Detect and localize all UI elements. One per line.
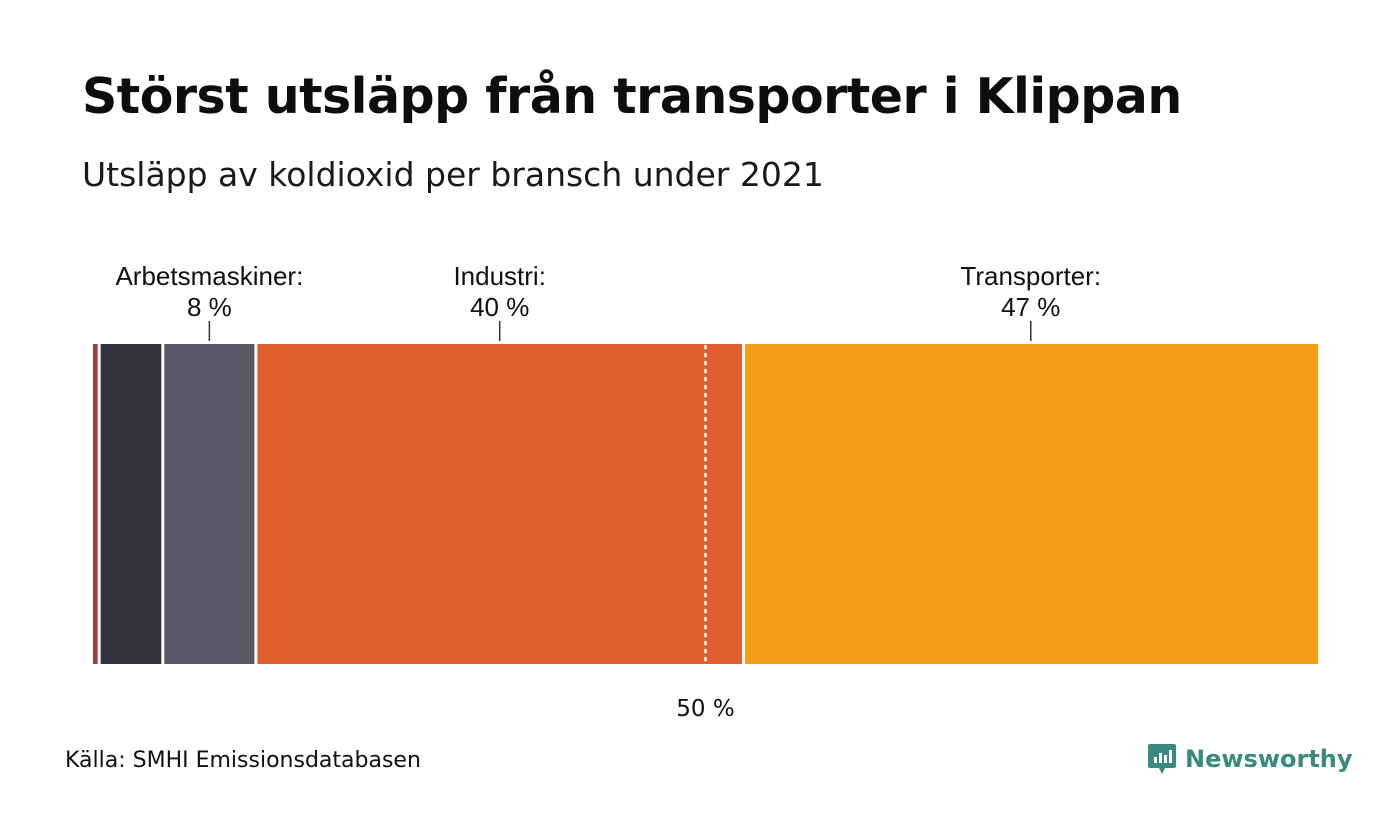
bar-segment-4 [743,344,1318,664]
segment-label-4: Transporter: [960,261,1101,291]
segment-value-label-3: 40 % [470,292,529,322]
segment-label-3: Industri: [453,261,546,291]
segment-label-2: Arbetsmaskiner: [115,261,303,291]
source-note: Källa: SMHI Emissionsdatabasen [65,748,421,773]
chart-title: Störst utsläpp från transporter i Klippa… [82,68,1182,125]
bar-segment-1 [99,344,163,664]
bar-segment-3 [255,344,744,664]
brand-logo: Newsworthy [1147,742,1353,776]
stacked-bar-chart: Arbetsmaskiner:8 % Industri:40 % Transport… [93,261,1318,722]
bar-segment-0 [93,344,100,664]
segment-value-label-2: 8 % [187,292,232,322]
newsworthy-icon [1148,744,1176,774]
chart-subtitle: Utsläpp av koldioxid per bransch under 2… [82,155,824,194]
bar-segment-2 [162,344,256,664]
reference-line-label: 50 % [676,696,734,722]
brand-name: Newsworthy [1185,745,1353,773]
segment-value-label-4: 47 % [1001,292,1060,322]
